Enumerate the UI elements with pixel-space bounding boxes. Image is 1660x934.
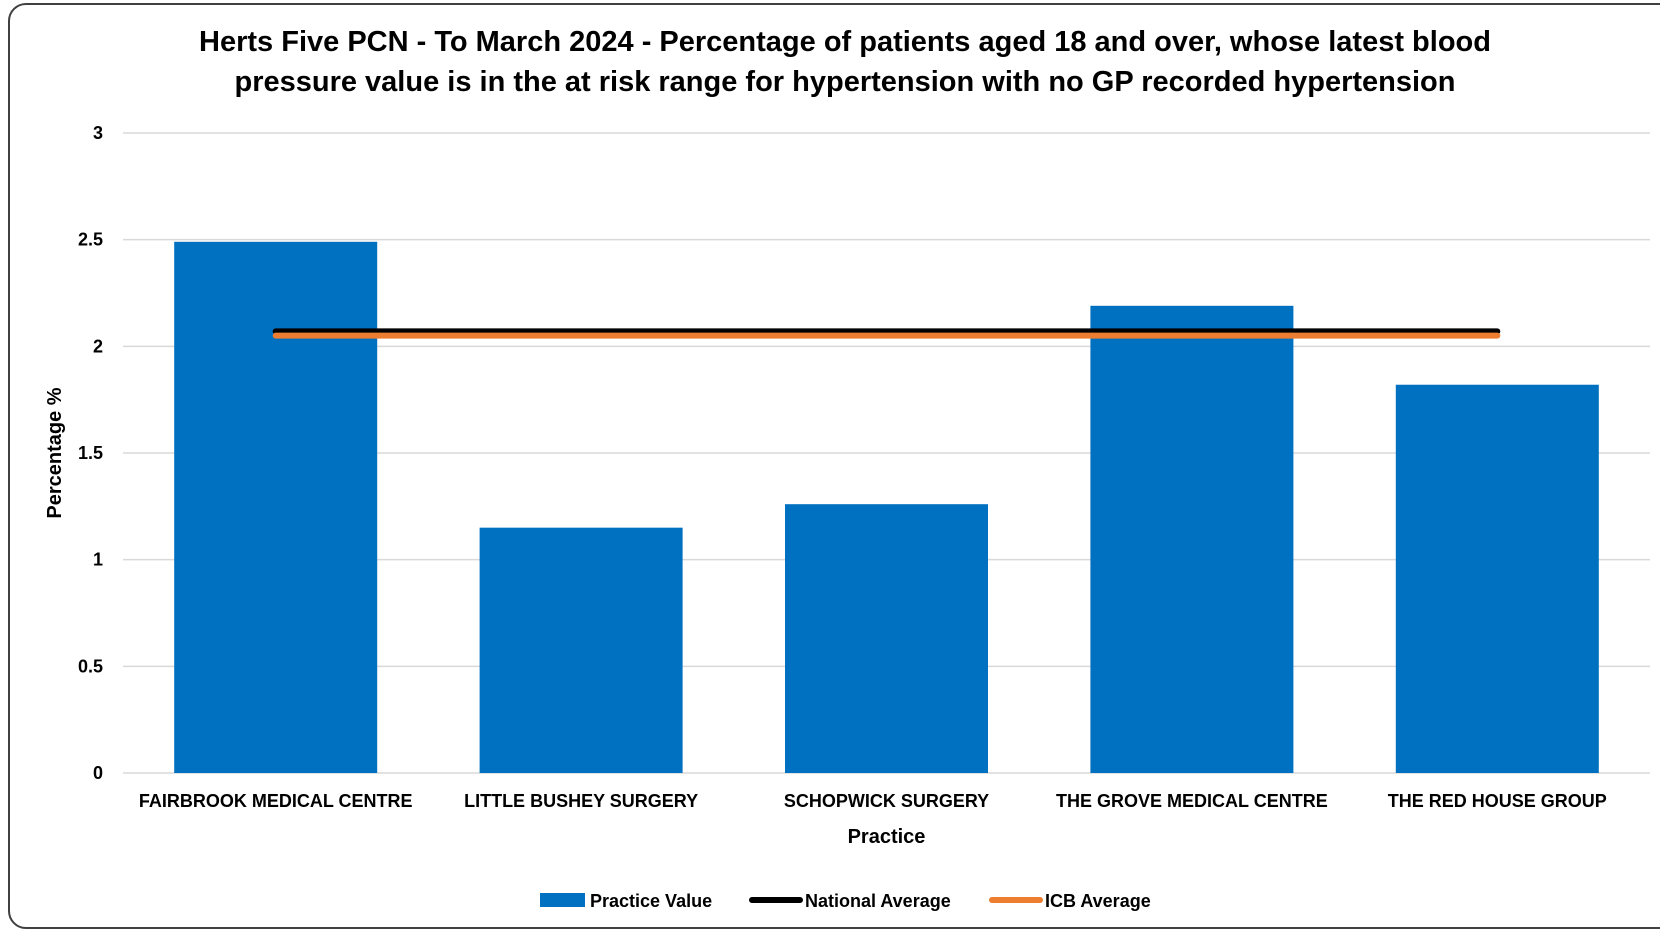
- x-axis-title: Practice: [848, 826, 926, 848]
- bar-3: [1090, 305, 1294, 773]
- chart-title-line-1: Herts Five PCN - To March 2024 - Percent…: [199, 26, 1491, 58]
- x-category-label: SCHOPWICK SURGERY: [784, 791, 989, 811]
- y-tick-label: 2: [93, 336, 103, 356]
- bar-1: [479, 527, 683, 773]
- x-category-label: THE RED HOUSE GROUP: [1388, 791, 1607, 811]
- legend: Practice Value National Average ICB Averag…: [540, 891, 1151, 911]
- x-category-label: FAIRBROOK MEDICAL CENTRE: [139, 791, 413, 811]
- y-tick-label: 0: [93, 763, 103, 783]
- legend-label: ICB Average: [1045, 891, 1151, 911]
- bar-0: [174, 241, 378, 774]
- x-category-label: LITTLE BUSHEY SURGERY: [464, 791, 698, 811]
- y-tick-label: 3: [93, 123, 103, 143]
- y-tick-label: 0.5: [78, 656, 103, 676]
- y-axis-ticks: 0 0.5 1 1.5 2 2.5 3: [78, 123, 103, 783]
- y-tick-label: 2.5: [78, 230, 103, 250]
- bars: [174, 241, 1599, 774]
- x-category-label: THE GROVE MEDICAL CENTRE: [1056, 791, 1328, 811]
- y-axis-title: Percentage %: [44, 387, 66, 518]
- x-axis-categories: FAIRBROOK MEDICAL CENTRE LITTLE BUSHEY SU…: [139, 791, 1607, 811]
- chart-title: Herts Five PCN - To March 2024 - Percent…: [0, 22, 1660, 102]
- bar-4: [1395, 384, 1599, 773]
- y-tick-label: 1.5: [78, 443, 103, 463]
- legend-swatch-0: [540, 893, 585, 907]
- legend-label: National Average: [805, 891, 951, 911]
- y-tick-label: 1: [93, 550, 103, 570]
- bar-2: [785, 504, 988, 773]
- chart-title-line-2: pressure value is in the at risk range f…: [234, 66, 1456, 98]
- average-lines: [272, 328, 1501, 339]
- legend-label: Practice Value: [590, 891, 712, 911]
